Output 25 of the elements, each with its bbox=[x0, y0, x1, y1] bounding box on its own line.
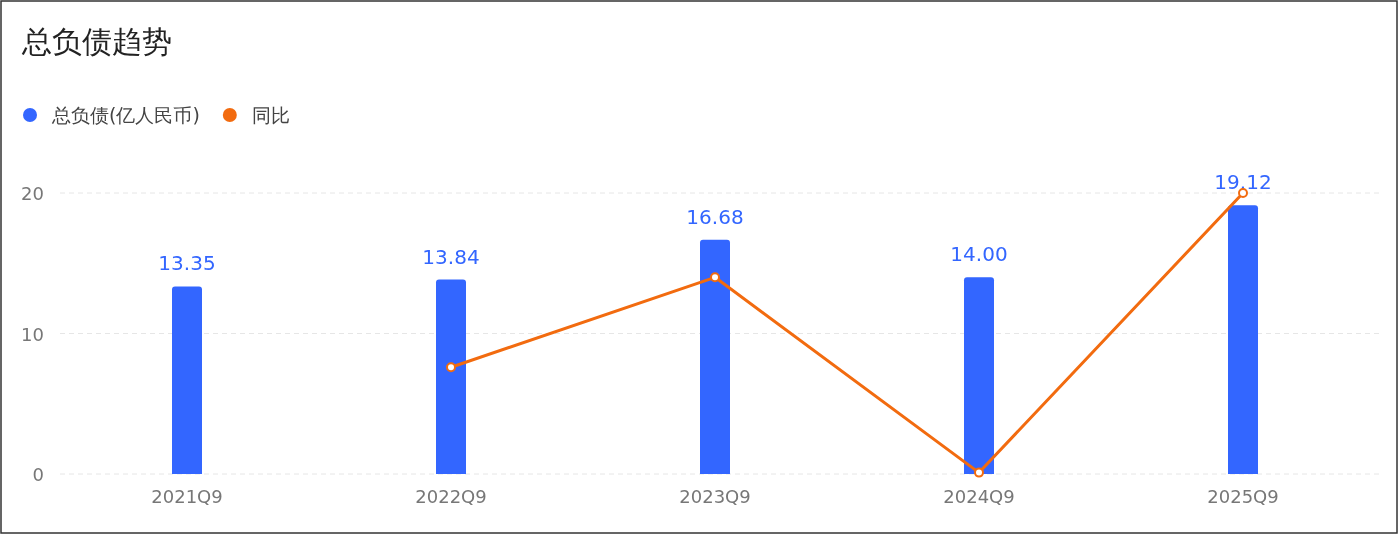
y-tick-label: 20 bbox=[21, 183, 44, 204]
data-label: 16.68 bbox=[686, 204, 744, 229]
legend-label: 总负债(亿人民币) bbox=[51, 104, 200, 126]
point bbox=[974, 467, 984, 478]
point bbox=[1238, 188, 1248, 198]
bar bbox=[436, 279, 466, 474]
bar bbox=[700, 239, 730, 474]
data-label: 19.12 bbox=[1214, 170, 1272, 195]
x-tick-label: 2025Q9 bbox=[1207, 486, 1279, 507]
point bbox=[446, 362, 456, 373]
bar bbox=[1228, 205, 1258, 474]
chart-title: 总负债趋势 bbox=[21, 24, 172, 59]
x-tick-label: 2024Q9 bbox=[943, 486, 1015, 507]
y-tick-label: 0 bbox=[32, 464, 44, 485]
y-tick-label: 10 bbox=[21, 323, 44, 345]
x-tick-label: 2021Q9 bbox=[151, 486, 223, 507]
data-label: 14.00 bbox=[950, 242, 1008, 267]
x-tick-label: 2023Q9 bbox=[679, 486, 751, 507]
legend-label: 同比 bbox=[251, 104, 290, 126]
point bbox=[710, 272, 720, 283]
bar bbox=[964, 277, 994, 474]
bar bbox=[172, 286, 202, 474]
data-label: 13.35 bbox=[158, 251, 216, 276]
x-tick-label: 2022Q9 bbox=[415, 486, 487, 507]
data-label: 13.84 bbox=[422, 244, 480, 269]
